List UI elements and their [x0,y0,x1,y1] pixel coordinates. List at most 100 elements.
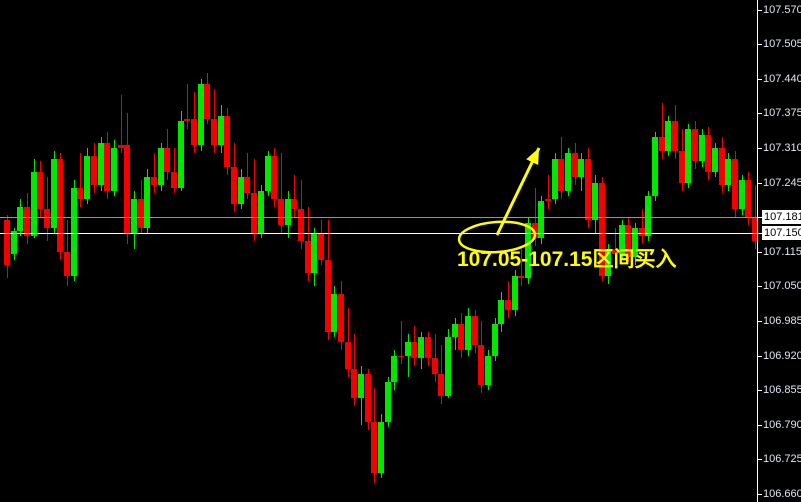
candle-body [318,233,324,260]
candle-body [98,142,104,186]
candle-body [84,155,90,199]
candle-wick [435,334,436,383]
candle-body [385,382,391,423]
candle-body [719,147,725,186]
candle-body [492,323,498,356]
candle-body [498,299,504,324]
candle-body [305,241,311,274]
candle-body [418,336,424,359]
axis-tick [758,44,762,45]
axis-tick [758,10,762,11]
candle-body [37,171,43,210]
axis-tick-label: 107.050 [763,280,801,292]
price-tag-107-181[interactable]: 107.181 [762,210,801,224]
candle-wick [441,344,442,404]
candle-wick [642,209,643,244]
axis-tick [758,494,762,495]
candle-body [445,336,451,396]
candle-body [265,155,271,191]
price-axis[interactable]: 107.570 107.505 107.440 107.375 107.310 107.2… [757,0,801,502]
axis-tick-label: 106.790 [763,419,801,431]
candle-body [164,147,170,172]
candle-body [104,142,110,191]
candle-body [238,177,244,204]
candle-body [625,225,631,258]
candle-body [485,355,491,385]
level-upper[interactable] [0,217,757,218]
candle-body [311,233,317,274]
candle-body [699,134,705,162]
axis-tick [758,233,762,234]
candle-body [178,121,184,188]
candle-body [512,275,518,311]
candle-body [378,422,384,473]
candle-body [452,323,458,337]
candle-body [285,198,291,226]
candle-body [538,201,544,239]
candle-body [211,118,217,146]
candle-body [158,147,164,186]
candle-wick [174,147,175,194]
candle-body [692,129,698,162]
axis-tick-label: 107.115 [763,246,801,258]
candle-body [725,158,731,186]
candle-body [17,206,23,231]
candle-body [632,227,638,258]
candle-body [71,187,77,276]
candle-body [77,187,83,199]
candle-body [57,158,63,252]
candle-wick [121,94,122,154]
axis-tick [758,390,762,391]
candle-body [51,158,57,228]
candle-body [358,374,364,399]
candle-body [558,158,564,191]
level-lower[interactable] [0,233,757,234]
candle-body [131,198,137,234]
axis-tick [758,79,762,80]
candle-body [218,116,224,146]
candle-body [619,225,625,255]
candle-wick [401,321,402,364]
candle-body [458,323,464,351]
candle-body [345,342,351,369]
chart-plot-area[interactable] [0,0,757,502]
candle-body [752,217,757,242]
candle-body [331,294,337,332]
candle-body [705,134,711,172]
axis-tick [758,321,762,322]
candle-body [599,182,605,276]
candle-body [118,145,124,148]
candle-body [138,198,144,228]
candle-body [572,153,578,178]
axis-tick-label: 106.660 [763,488,801,500]
candle-body [552,158,558,199]
candle-body [505,299,511,311]
candle-body [478,344,484,385]
candle-body [472,315,478,345]
candle-body [712,147,718,172]
candle-body [244,177,250,194]
candle-wick [615,227,616,263]
candle-body [518,275,524,279]
price-tag-107-150[interactable]: 107.150 [762,226,801,240]
candle-body [425,336,431,359]
candle-wick [521,249,522,287]
candle-body [465,315,471,351]
axis-tick [758,183,762,184]
axis-tick-label: 107.375 [763,107,801,119]
candle-body [685,129,691,183]
candle-body [258,190,264,234]
candle-body [739,179,745,210]
candle-body [11,230,17,255]
candle-body [371,422,377,473]
candle-body [204,84,210,119]
candle-body [278,198,284,226]
candle-body [271,155,277,199]
candle-body [679,150,685,183]
candle-body [111,147,117,191]
axis-tick [758,217,762,218]
candle-body [545,198,551,202]
axis-tick [758,425,762,426]
axis-tick [758,113,762,114]
